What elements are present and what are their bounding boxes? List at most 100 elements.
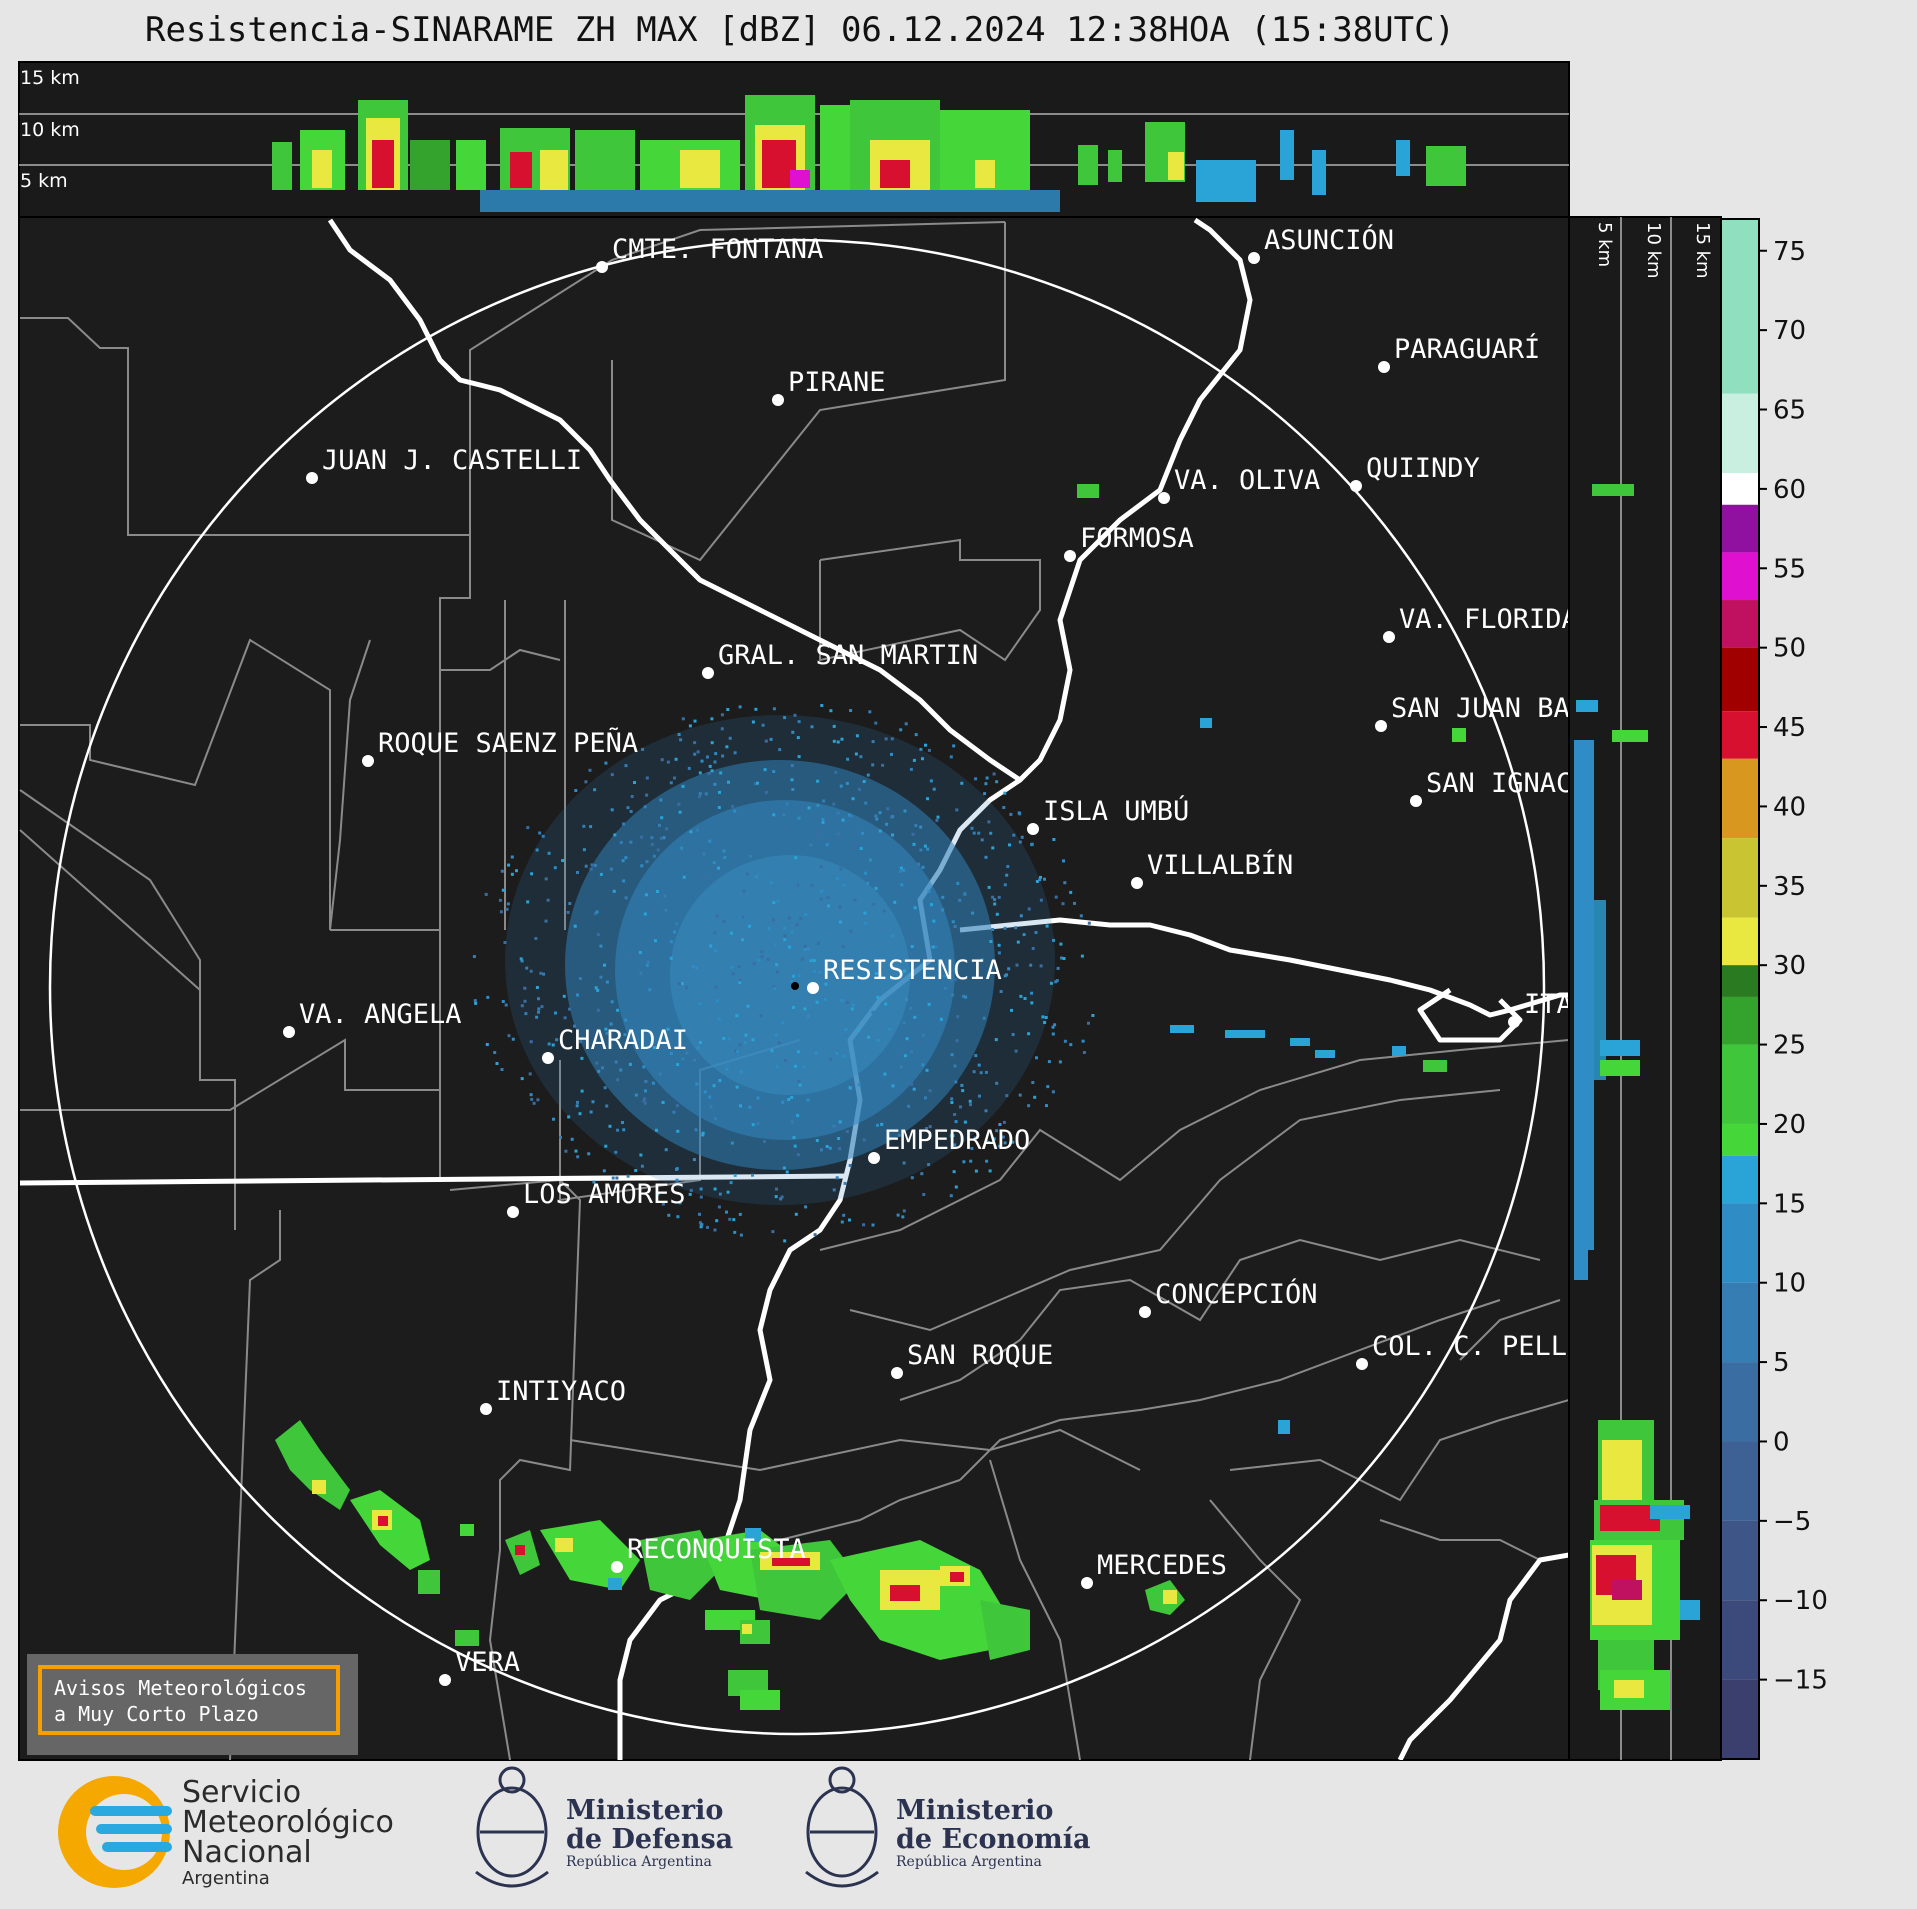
colorbar-tick-label: 50 xyxy=(1773,634,1806,664)
colorbar-tick-label: 75 xyxy=(1773,237,1806,267)
defensa-line2: de Defensa xyxy=(566,1824,734,1855)
side-height-label-5: 5 km xyxy=(1594,222,1615,267)
colorbar-segment xyxy=(1721,473,1759,505)
city-label: RESISTENCIA xyxy=(823,955,1002,986)
city-marker xyxy=(362,755,374,767)
colorbar-tick-label: 40 xyxy=(1773,792,1806,822)
top-height-label-10: 10 km xyxy=(20,119,80,141)
city-label: RECONQUISTA xyxy=(627,1534,806,1565)
figure-title: Resistencia-SINARAME ZH MAX [dBZ] 06.12.… xyxy=(144,10,1456,50)
colorbar-tick-label: 35 xyxy=(1773,872,1806,902)
colorbar-segment xyxy=(1721,504,1759,553)
city-marker xyxy=(807,982,819,994)
city-marker xyxy=(507,1206,519,1218)
city-label: ITATÍ xyxy=(1524,988,1605,1020)
defensa-coat-of-arms-icon xyxy=(475,1766,549,1888)
colorbar-segment xyxy=(1721,1155,1759,1204)
city-marker xyxy=(1378,361,1390,373)
city-marker xyxy=(1410,795,1422,807)
city-label: ASUNCIÓN xyxy=(1264,224,1394,256)
colorbar-tick-label: 30 xyxy=(1773,951,1806,981)
side-height-label-15: 15 km xyxy=(1692,222,1713,279)
city-marker xyxy=(1508,1016,1520,1028)
colorbar-segment xyxy=(1721,711,1759,759)
colorbar-segment xyxy=(1721,647,1759,712)
warning-badge-bg xyxy=(27,1654,358,1755)
city-label: COL. C. PELLEGRINI xyxy=(1372,1331,1665,1362)
city-label: SAN ROQUE xyxy=(907,1340,1053,1371)
colorbar-segment xyxy=(1721,1520,1759,1601)
colorbar-tick-label: 70 xyxy=(1773,316,1806,346)
city-label: SAN IGNACIO xyxy=(1426,768,1605,799)
top-height-label-15: 15 km xyxy=(20,67,80,89)
city-label: FORMOSA xyxy=(1080,523,1194,554)
colorbar-segment xyxy=(1721,758,1759,839)
colorbar-tick-label: 20 xyxy=(1773,1110,1806,1140)
economia-line2: de Economía xyxy=(896,1824,1091,1855)
defensa-logo-text: Ministerio de Defensa República Argentin… xyxy=(566,1796,733,1870)
colorbar-segment xyxy=(1721,1282,1759,1363)
smn-line1: Servicio xyxy=(182,1775,302,1810)
colorbar-tick-label: 60 xyxy=(1773,475,1806,505)
smn-logo-text: Servicio Meteorológico Nacional Argentin… xyxy=(182,1775,394,1890)
colorbar-segment xyxy=(1721,965,1759,997)
economia-coat-of-arms-icon xyxy=(805,1766,879,1888)
colorbar-tick-label: 10 xyxy=(1773,1269,1806,1299)
colorbar-segment xyxy=(1721,393,1759,474)
side-cross-section-panel: 5 km 10 km 15 km xyxy=(1568,216,1722,1761)
city-marker xyxy=(772,394,784,406)
economia-line1: Ministerio xyxy=(896,1795,1054,1826)
city-marker xyxy=(1383,631,1395,643)
colorbar-segment xyxy=(1721,838,1759,918)
colorbar-segment xyxy=(1721,917,1759,966)
city-label: QUIINDY xyxy=(1366,453,1480,484)
colorbar-tick-label: −10 xyxy=(1773,1586,1828,1616)
warning-badge: Avisos Meteorológicos a Muy Corto Plazo xyxy=(38,1665,340,1735)
city-label: CMTE. FONTANA xyxy=(612,234,823,265)
city-label: VA. ANGELA xyxy=(299,999,462,1030)
city-marker xyxy=(1248,252,1260,264)
scattered-echoes xyxy=(1077,484,1466,1434)
colorbar-segment xyxy=(1721,1203,1759,1283)
city-marker xyxy=(1139,1306,1151,1318)
city-marker xyxy=(1064,550,1076,562)
city-marker xyxy=(1356,1358,1368,1370)
defensa-line1: Ministerio xyxy=(566,1795,724,1826)
city-label: VA. FLORIDA xyxy=(1399,604,1578,635)
city-marker xyxy=(702,667,714,679)
city-label: ISLA UMBÚ xyxy=(1043,795,1189,827)
smn-line4: Argentina xyxy=(182,1868,270,1889)
city-labels: CMTE. FONTANA ASUNCIÓN PARAGUARÍ PIRANE JUAN… xyxy=(283,224,1665,1686)
colorbar-segment xyxy=(1721,1679,1759,1759)
city-marker xyxy=(439,1674,451,1686)
city-label: ROQUE SAENZ PEÑA xyxy=(378,727,638,759)
colorbar-tick-label: 25 xyxy=(1773,1031,1806,1061)
city-marker xyxy=(596,261,608,273)
radar-clutter-echo xyxy=(505,715,1055,1205)
smn-logo-icon xyxy=(58,1776,172,1888)
top-cross-section-panel: 15 km 10 km 5 km xyxy=(18,61,1570,218)
city-label: INTIYACO xyxy=(496,1376,626,1407)
city-marker xyxy=(611,1561,623,1573)
smn-line2: Meteorológico xyxy=(182,1805,394,1840)
colorbar-tick-label: 0 xyxy=(1773,1427,1790,1457)
city-marker xyxy=(542,1052,554,1064)
city-label: GRAL. SAN MARTIN xyxy=(718,640,978,671)
colorbar-segment xyxy=(1721,1362,1759,1442)
city-label: PARAGUARÍ xyxy=(1394,333,1540,365)
city-marker xyxy=(283,1026,295,1038)
city-marker xyxy=(891,1367,903,1379)
warning-badge-line2: a Muy Corto Plazo xyxy=(54,1702,259,1726)
colorbar-segment xyxy=(1721,1123,1759,1156)
top-low-echo-band xyxy=(480,190,1060,212)
economia-logo-text: Ministerio de Economía República Argenti… xyxy=(896,1796,1090,1870)
city-marker xyxy=(1350,480,1362,492)
warning-badge-line1: Avisos Meteorológicos xyxy=(54,1676,307,1700)
top-height-label-5: 5 km xyxy=(20,170,68,192)
city-label: VA. OLIVA xyxy=(1174,465,1320,496)
colorbar-segment xyxy=(1721,219,1759,394)
city-marker xyxy=(306,472,318,484)
radar-speckle-echo xyxy=(472,704,1095,1243)
